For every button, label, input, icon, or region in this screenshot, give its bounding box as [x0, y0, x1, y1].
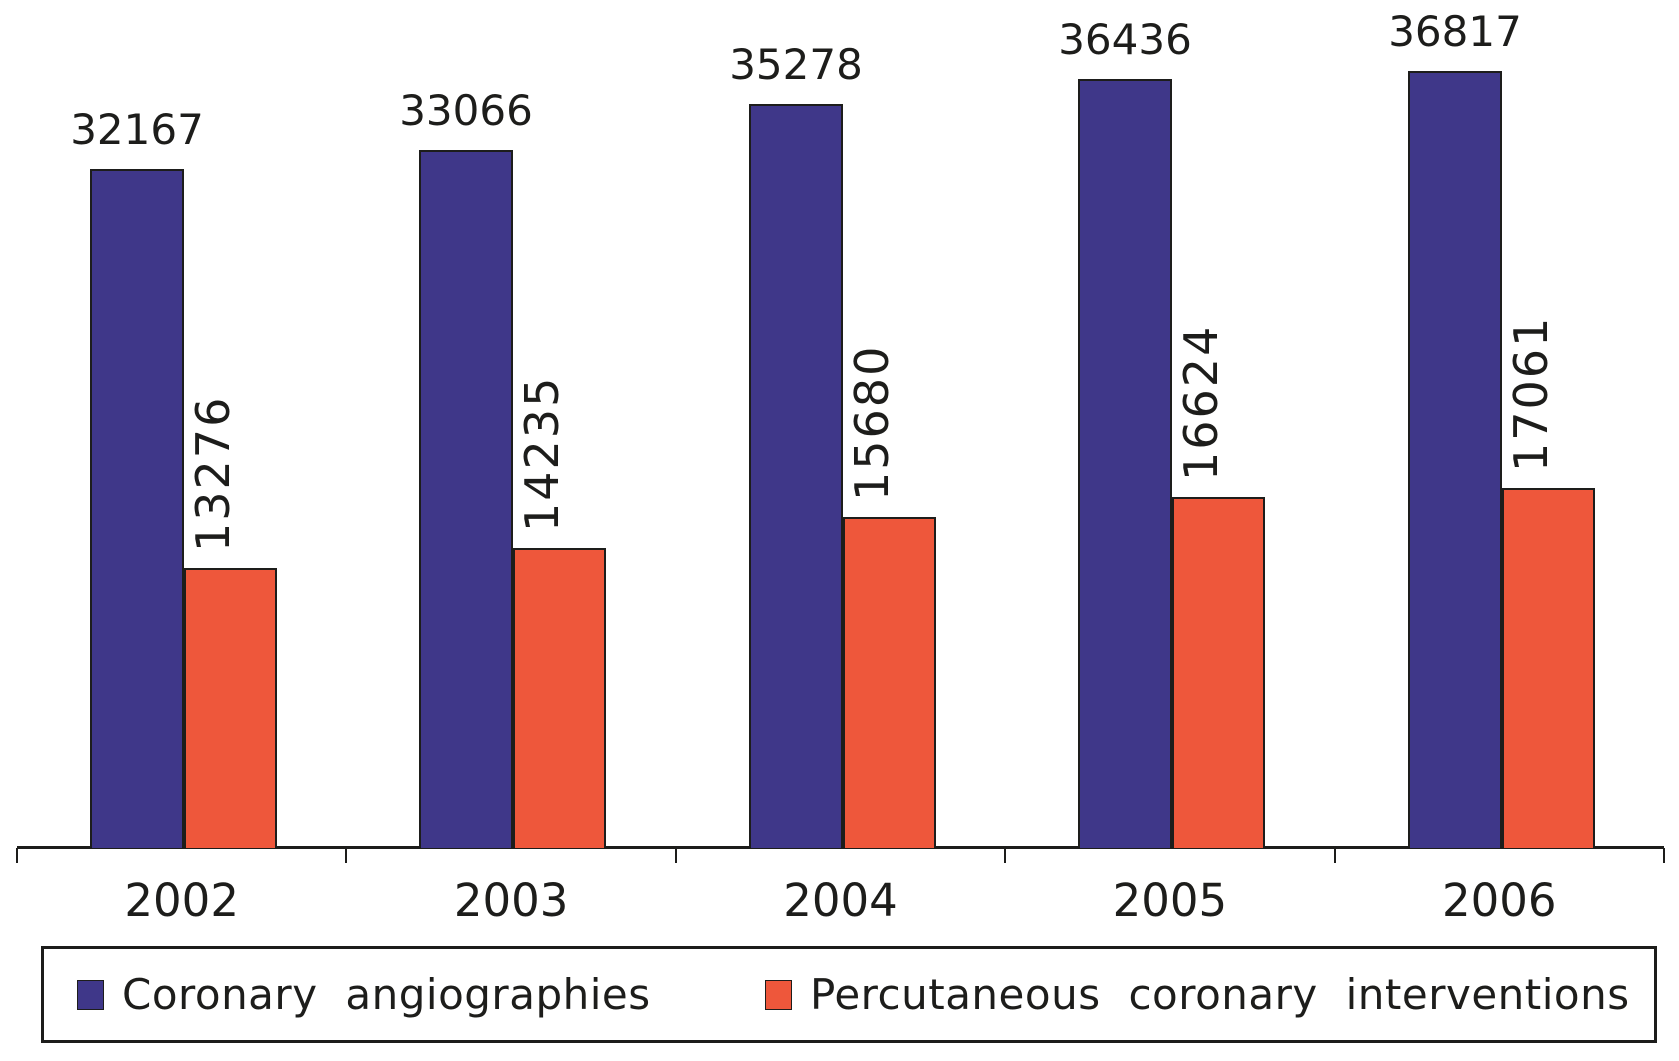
bar-coronary-angiographies	[419, 150, 513, 848]
legend: Coronary angiographies Percutaneous coro…	[41, 946, 1657, 1043]
x-axis-tick	[1004, 848, 1006, 863]
bar-coronary-angiographies	[749, 104, 843, 848]
x-axis-category-label: 2003	[453, 874, 569, 927]
value-label-coronary-angiographies: 32167	[70, 105, 204, 154]
x-axis-tick	[1334, 848, 1336, 863]
bar-coronary-angiographies	[1408, 71, 1502, 848]
legend-label-percutaneous-coronary-interventions: Percutaneous coronary interventions	[810, 969, 1630, 1019]
x-axis-category-label: 2004	[783, 874, 898, 927]
value-label-coronary-angiographies: 36817	[1388, 7, 1522, 56]
x-axis-category-label: 2006	[1442, 874, 1557, 927]
x-axis-tick	[675, 848, 677, 863]
value-label-percutaneous-coronary-interventions: 14235	[515, 375, 569, 532]
value-label-percutaneous-coronary-interventions: 17061	[1504, 315, 1558, 472]
legend-swatch-coronary-angiographies	[77, 979, 104, 1010]
bar-percutaneous-coronary-interventions	[513, 548, 606, 848]
legend-item-percutaneous-coronary-interventions: Percutaneous coronary interventions	[765, 949, 1630, 1040]
x-axis-tick	[16, 848, 18, 863]
bar-coronary-angiographies	[90, 169, 184, 848]
legend-swatch-percutaneous-coronary-interventions	[765, 979, 792, 1010]
x-axis-tick	[1663, 848, 1665, 863]
bar-coronary-angiographies	[1078, 79, 1172, 848]
bar-percutaneous-coronary-interventions	[843, 517, 936, 848]
bar-percutaneous-coronary-interventions	[184, 568, 277, 848]
x-axis-category-label: 2005	[1112, 874, 1228, 927]
value-label-percutaneous-coronary-interventions: 15680	[845, 344, 899, 501]
value-label-percutaneous-coronary-interventions: 13276	[186, 395, 240, 552]
x-axis-category-label: 2002	[124, 874, 239, 927]
bar-percutaneous-coronary-interventions	[1502, 488, 1595, 848]
bar-percutaneous-coronary-interventions	[1172, 497, 1265, 848]
legend-item-coronary-angiographies: Coronary angiographies	[77, 949, 651, 1040]
value-label-coronary-angiographies: 35278	[729, 40, 863, 89]
value-label-percutaneous-coronary-interventions: 16624	[1174, 324, 1228, 481]
value-label-coronary-angiographies: 33066	[399, 86, 533, 135]
legend-label-coronary-angiographies: Coronary angiographies	[122, 969, 651, 1019]
value-label-coronary-angiographies: 36436	[1058, 15, 1192, 64]
x-axis-tick	[345, 848, 347, 863]
